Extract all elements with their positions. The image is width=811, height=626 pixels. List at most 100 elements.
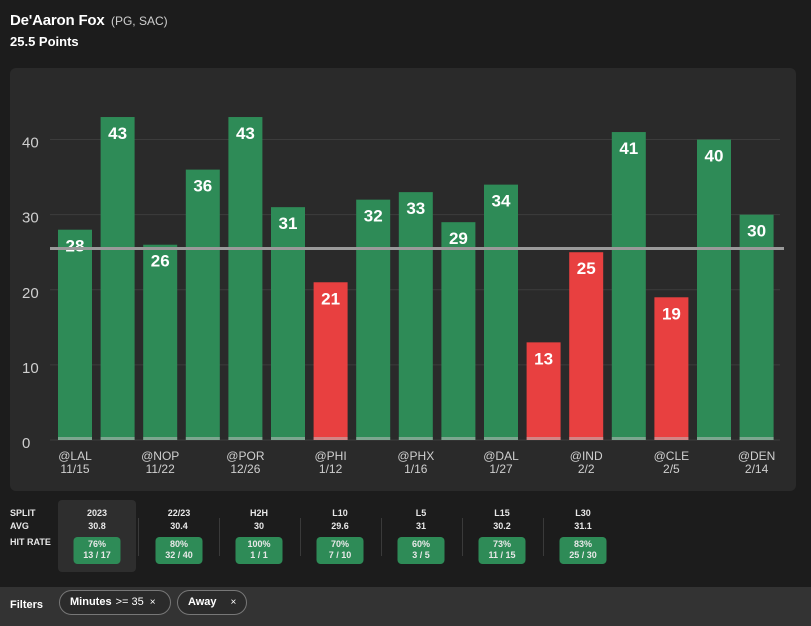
bar	[143, 244, 178, 440]
bar-value-label: 21	[321, 289, 340, 308]
bar	[484, 184, 518, 440]
hit-rate-badge: 100% 1 / 1	[235, 537, 283, 564]
x-tick-date: 12/26	[230, 462, 260, 476]
x-tick-date: 11/15	[60, 462, 89, 476]
filter-chip-away[interactable]: Away ×	[177, 590, 247, 615]
player-meta: (PG, SAC)	[110, 14, 168, 28]
bar	[654, 297, 689, 440]
splits-table: SPLIT AVG HIT RATE 2023 30.8 76% 13 / 17 22/…	[0, 500, 811, 578]
x-tick-opponent: @NOP	[141, 449, 179, 463]
split-column-1[interactable]: 22/23 30.4 80% 32 / 40	[140, 500, 218, 572]
hit-rate-pct: 60%	[411, 539, 430, 549]
split-column-0[interactable]: 2023 30.8 76% 13 / 17	[58, 500, 136, 572]
bar-value-label: 29	[449, 229, 468, 248]
split-avg: 30.2	[493, 521, 511, 531]
split-avg: 29.6	[331, 521, 349, 531]
split-avg: 30	[253, 521, 264, 531]
split-row-labels: SPLIT AVG HIT RATE	[10, 507, 51, 549]
player-title: De'Aaron Fox (PG, SAC)	[10, 12, 168, 30]
x-tick-opponent: @DAL	[483, 449, 519, 463]
bar-baseline	[398, 437, 433, 440]
bar	[271, 207, 305, 440]
bar-baseline	[313, 437, 348, 440]
split-name: L10	[332, 508, 348, 518]
split-divider	[543, 518, 544, 556]
bar-value-label: 41	[619, 139, 638, 158]
x-tick-date: 2/5	[663, 462, 680, 476]
split-label: SPLIT	[10, 508, 36, 518]
split-divider	[381, 518, 382, 556]
split-avg: 30.8	[88, 521, 106, 531]
bar	[611, 132, 646, 440]
split-name: H2H	[249, 508, 268, 518]
hit-rate-badge: 83% 25 / 30	[559, 537, 607, 564]
split-divider	[462, 518, 463, 556]
close-icon[interactable]: ×	[230, 597, 237, 608]
split-column-2[interactable]: H2H 30 100% 1 / 1	[220, 500, 298, 572]
bar	[398, 192, 433, 440]
x-tick-date: 1/12	[319, 462, 343, 476]
filters-bar: Filters Minutes >= 35 × Away ×	[0, 587, 811, 626]
hit-rate-pct: 73%	[492, 539, 511, 549]
split-avg: 30.4	[170, 521, 188, 531]
hit-rate-badge: 73% 11 / 15	[478, 537, 526, 564]
bar	[441, 222, 476, 440]
points-bar-chart: 0 10 20 30 40 28 43 26 36 43 31 21 32 33 29 34 13 25 41 19 4…	[22, 117, 784, 476]
bar-value-label: 28	[66, 237, 85, 256]
split-name: 22/23	[167, 508, 191, 518]
close-icon[interactable]: ×	[149, 597, 156, 608]
hit-rate-ratio: 25 / 30	[569, 550, 597, 560]
x-tick-date: 1/16	[404, 462, 428, 476]
bar	[569, 252, 604, 440]
split-name: L15	[494, 508, 510, 518]
bar	[697, 139, 731, 441]
y-tick-label: 0	[22, 435, 30, 452]
hit-rate-ratio: 32 / 40	[165, 550, 193, 560]
bar-value-label: 34	[492, 192, 511, 211]
split-avg: 31.1	[574, 521, 592, 531]
filter-chip-minutes[interactable]: Minutes >= 35 ×	[59, 590, 171, 615]
bar-value-label: 36	[193, 177, 212, 196]
x-tick-opponent: @CLE	[654, 449, 690, 463]
split-column-5[interactable]: L15 30.2 73% 11 / 15	[463, 500, 541, 572]
split-column-3[interactable]: L10 29.6 70% 7 / 10	[301, 500, 379, 572]
chip-label: Minutes	[70, 596, 112, 608]
bar-value-label: 31	[279, 214, 298, 233]
x-tick-opponent: @LAL	[58, 449, 92, 463]
hit-rate-pct: 83%	[573, 539, 592, 549]
bar-baseline	[697, 437, 731, 440]
split-divider	[138, 518, 139, 556]
split-name: 2023	[86, 508, 108, 518]
x-tick-date: 1/27	[489, 462, 513, 476]
hit-rate-ratio: 1 / 1	[250, 550, 268, 560]
bar-baseline	[484, 437, 518, 440]
bar-baseline	[611, 437, 646, 440]
split-name: L30	[575, 508, 591, 518]
bar-value-label: 43	[236, 124, 255, 143]
bar-baseline	[441, 437, 476, 440]
x-tick-date: 11/22	[146, 462, 175, 476]
bar	[526, 342, 561, 440]
bar-baseline	[271, 437, 305, 440]
split-column-6[interactable]: L30 31.1 83% 25 / 30	[544, 500, 622, 572]
bar-value-label: 13	[534, 349, 553, 368]
hit-rate-badge: 70% 7 / 10	[316, 537, 364, 564]
bar	[739, 214, 774, 440]
x-tick-opponent: @IND	[570, 449, 603, 463]
chip-operator: >= 35	[115, 596, 144, 608]
hit-rate-pct: 76%	[87, 539, 106, 549]
bar	[185, 169, 220, 440]
bar-value-label: 26	[151, 252, 170, 271]
hit-rate-ratio: 13 / 17	[83, 550, 111, 560]
y-tick-label: 30	[22, 210, 39, 227]
y-tick-label: 20	[22, 285, 39, 302]
hit-rate-label: HIT RATE	[10, 537, 51, 547]
bar-baseline	[185, 437, 220, 440]
x-tick-opponent: @POR	[226, 449, 265, 463]
prop-line: 25.5 Points	[10, 34, 79, 49]
bar	[356, 199, 391, 440]
hit-rate-pct: 100%	[247, 539, 271, 549]
bar-baseline	[739, 437, 774, 440]
split-column-4[interactable]: L5 31 60% 3 / 5	[382, 500, 460, 572]
bar	[100, 117, 135, 440]
